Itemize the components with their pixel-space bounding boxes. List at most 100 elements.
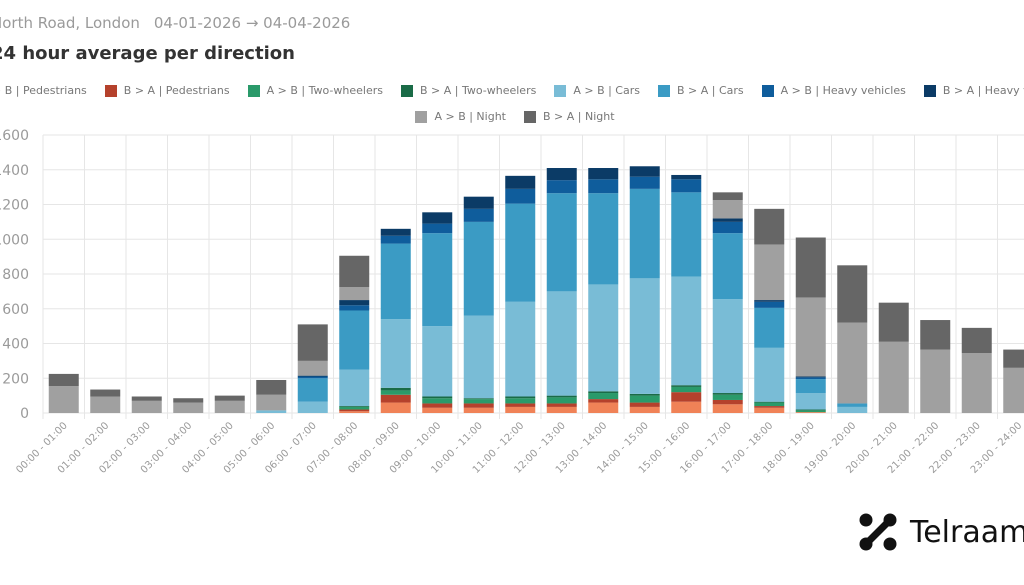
bar-segment [588, 393, 619, 400]
legend-swatch [657, 84, 670, 97]
bar-segment [505, 188, 536, 204]
bar-segment [131, 400, 162, 413]
bar-segment [671, 401, 702, 413]
bar-segment [505, 203, 536, 302]
bar-segment [795, 409, 826, 411]
y-tick-label: 400 [2, 337, 29, 353]
bar-segment [546, 291, 577, 396]
legend-item[interactable]: B > A | Two-wheelers [400, 84, 536, 97]
bar-segment [546, 193, 577, 292]
legend-swatch [104, 84, 117, 97]
bar-segment [629, 402, 660, 407]
bar-segment [339, 369, 370, 407]
bar-segment [712, 399, 743, 405]
bar-segment [48, 386, 79, 413]
legend-swatch [415, 110, 428, 123]
bar-segment [712, 221, 743, 234]
bar-segment [422, 233, 453, 327]
y-tick-label: 1200 [0, 198, 29, 214]
bar-segment [463, 399, 494, 404]
telraam-logo-icon [859, 513, 897, 551]
bar-segment [380, 387, 411, 391]
bar-segment [380, 402, 411, 413]
bar-segment [422, 398, 453, 404]
bar-segment [671, 276, 702, 386]
bar-segment [297, 375, 328, 377]
bar-segment [380, 235, 411, 244]
bar-segment [754, 401, 785, 403]
bar-segment [546, 403, 577, 407]
bar-segment [671, 385, 702, 387]
bar-segment [629, 393, 660, 396]
legend-label: B > A | Night [543, 110, 615, 123]
bar-segment [712, 218, 743, 222]
legend-label: B > A | Pedestrians [123, 84, 230, 97]
legend-item[interactable]: A > B | Night [415, 110, 506, 123]
bar-segment [339, 406, 370, 410]
bar-segment [505, 406, 536, 413]
bar-segment [754, 402, 785, 407]
bar-segment [754, 407, 785, 413]
bar-segment [754, 244, 785, 301]
legend-item[interactable]: B > A | Pedestrians [104, 84, 230, 97]
bar-segment [463, 315, 494, 399]
legend-label: A > B | Cars [573, 84, 640, 97]
bar-segment [671, 174, 702, 180]
bar-segment [629, 278, 660, 394]
legend-swatch [923, 84, 936, 97]
bar-segment [671, 386, 702, 393]
bar-segment [671, 192, 702, 277]
bar-segment [422, 407, 453, 413]
bar-segment [214, 395, 245, 401]
legend-row-1: A > B | Pedestrians B > A | Pedestrians A … [0, 84, 1024, 97]
telraam-logo: Telraam [858, 512, 1024, 552]
legend-item[interactable]: B > A | Heavy vehicles [923, 84, 1024, 97]
bar-segment [588, 179, 619, 194]
bar-segment [297, 401, 328, 413]
bar-segment [712, 394, 743, 400]
bar-segment [546, 397, 577, 404]
bar-segment [339, 287, 370, 301]
bar-segment [422, 212, 453, 224]
bar-segment [90, 389, 121, 397]
bar-segment [795, 410, 826, 413]
chart-title: 24 hour average per direction [0, 43, 295, 64]
bar-segment [422, 403, 453, 408]
bar-segment [463, 398, 494, 400]
bar-segment [1003, 349, 1024, 368]
bar-segment [463, 403, 494, 408]
legend-item[interactable]: A > B | Heavy vehicles [761, 84, 906, 97]
bar-segment [712, 393, 743, 395]
bar-segment [795, 393, 826, 410]
legend-item[interactable]: B > A | Cars [657, 84, 744, 97]
bar-segment [588, 402, 619, 413]
bar-segment [90, 396, 121, 413]
bar-segment [588, 193, 619, 285]
bar-segment [256, 394, 287, 411]
y-tick-label: 1600 [0, 128, 29, 144]
bar-segment [339, 411, 370, 413]
bar-segment [961, 327, 992, 354]
bar-segment [505, 398, 536, 404]
legend-item[interactable]: A > B | Two-wheelers [247, 84, 383, 97]
bar-segment [256, 410, 287, 413]
bar-segment [671, 392, 702, 402]
bar-segment [339, 300, 370, 306]
y-tick-label: 800 [2, 267, 29, 283]
bar-segment [712, 233, 743, 300]
bar-segment [256, 379, 287, 395]
bar-segment [837, 265, 868, 323]
bar-segment [546, 395, 577, 398]
bar-segment [173, 398, 204, 403]
legend-item[interactable]: B > A | Night [524, 110, 615, 123]
bar-segment [795, 379, 826, 394]
legend-item[interactable]: A > B | Pedestrians [0, 84, 87, 97]
bar-segment [380, 390, 411, 395]
legend-item[interactable]: A > B | Cars [554, 84, 640, 97]
bar-segment [546, 168, 577, 181]
bar-segment [837, 403, 868, 407]
y-tick-label: 200 [2, 371, 29, 387]
bar-segment [422, 326, 453, 397]
bar-segment [380, 228, 411, 236]
bar-segment [297, 376, 328, 379]
